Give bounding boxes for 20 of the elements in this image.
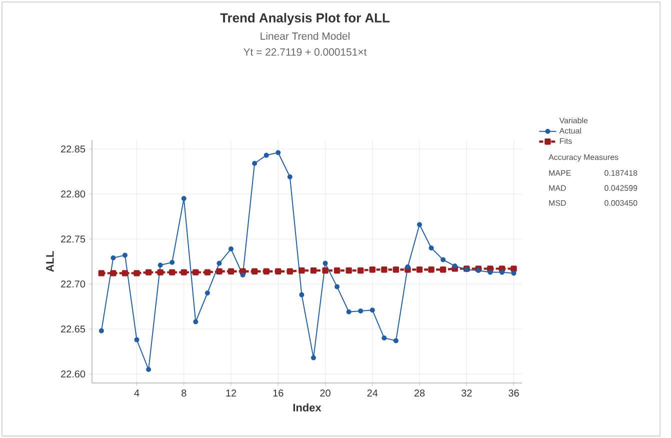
chart-subtitle: Linear Trend Model [260, 32, 350, 40]
x-tick-label: 24 [367, 390, 378, 396]
y-tick-label: 22.75 [61, 235, 86, 243]
chart-title: Trend Analysis Plot for ALL [220, 12, 390, 26]
x-tick-label: 32 [461, 390, 472, 397]
x-tick-label: 16 [273, 390, 284, 397]
y-tick-label: 22.80 [61, 190, 86, 198]
x-axis-title: Index [293, 403, 322, 412]
y-tick-label: 22.85 [61, 145, 86, 153]
x-tick-label: 36 [508, 390, 519, 397]
y-tick-label: 22.70 [61, 280, 86, 288]
y-tick-label: 22.60 [61, 370, 86, 378]
x-tick-label: 8 [182, 390, 186, 397]
y-axis-title: ALL [46, 251, 54, 272]
x-tick-label: 4 [134, 390, 140, 396]
y-tick-label: 22.65 [61, 325, 86, 333]
text: Yt = 22.7119 + 0.000151×t [244, 48, 367, 56]
x-tick-label: 28 [414, 390, 425, 397]
x-tick-label: 12 [226, 390, 236, 396]
x-tick-label: 20 [320, 390, 330, 397]
